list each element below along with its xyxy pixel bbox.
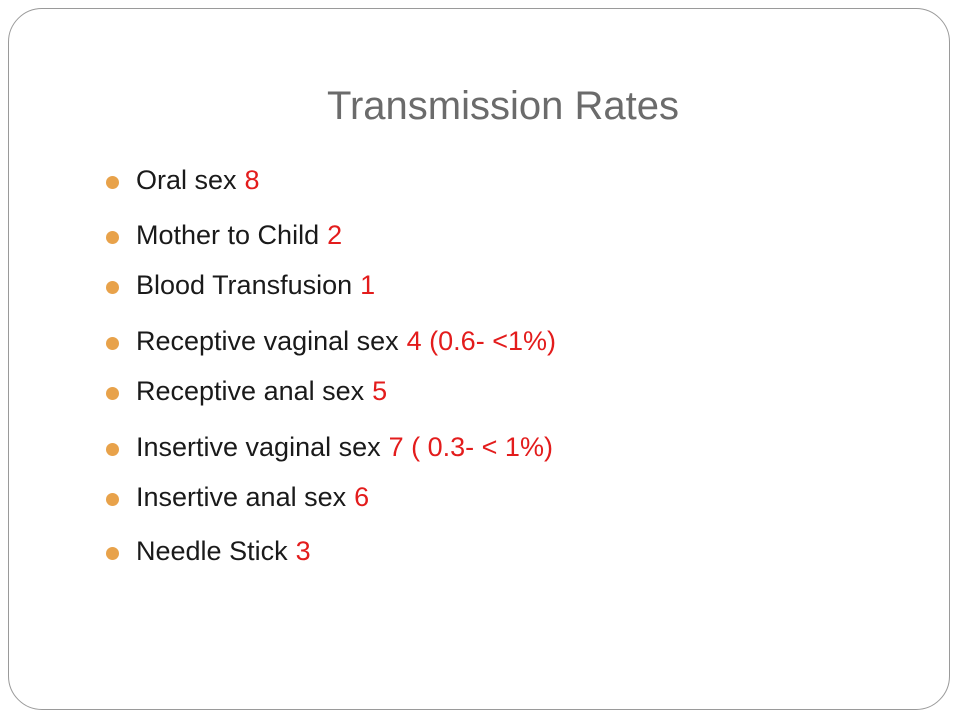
- item-label: Blood Transfusion: [136, 270, 353, 300]
- item-label: Receptive anal sex: [136, 376, 365, 406]
- item-rank: 7 ( 0.3- < 1%): [388, 432, 553, 462]
- bullet-item: Insertive anal sex 6: [106, 482, 370, 513]
- bullet-item: Oral sex 8: [106, 165, 260, 196]
- bullet-dot: [106, 387, 119, 400]
- item-rank: 4 (0.6- <1%): [406, 326, 556, 356]
- item-label: Insertive anal sex: [136, 482, 347, 512]
- bullet-item: Receptive vaginal sex 4 (0.6- <1%): [106, 326, 556, 357]
- item-rank: 1: [360, 270, 376, 300]
- bullet-dot: [106, 281, 119, 294]
- item-rank: 6: [354, 482, 370, 512]
- item-label: Mother to Child: [136, 220, 320, 250]
- item-rank: 3: [295, 536, 311, 566]
- bullet-item: Mother to Child 2: [106, 220, 343, 251]
- item-rank: 8: [244, 165, 260, 195]
- bullet-dot: [106, 337, 119, 350]
- bullet-item: Insertive vaginal sex 7 ( 0.3- < 1%): [106, 432, 553, 463]
- item-label: Receptive vaginal sex: [136, 326, 399, 356]
- bullet-dot: [106, 443, 119, 456]
- bullet-item: Receptive anal sex 5: [106, 376, 388, 407]
- item-label: Needle Stick: [136, 536, 288, 566]
- bullet-item: Blood Transfusion 1: [106, 270, 376, 301]
- slide-title: Transmission Rates: [327, 84, 679, 128]
- item-label: Oral sex: [136, 165, 237, 195]
- item-rank: 2: [327, 220, 343, 250]
- bullet-dot: [106, 231, 119, 244]
- item-label: Insertive vaginal sex: [136, 432, 381, 462]
- bullet-item: Needle Stick 3: [106, 536, 311, 567]
- item-rank: 5: [372, 376, 388, 406]
- bullet-dot: [106, 547, 119, 560]
- bullet-dot: [106, 176, 119, 189]
- slide-frame: [8, 8, 950, 710]
- bullet-dot: [106, 493, 119, 506]
